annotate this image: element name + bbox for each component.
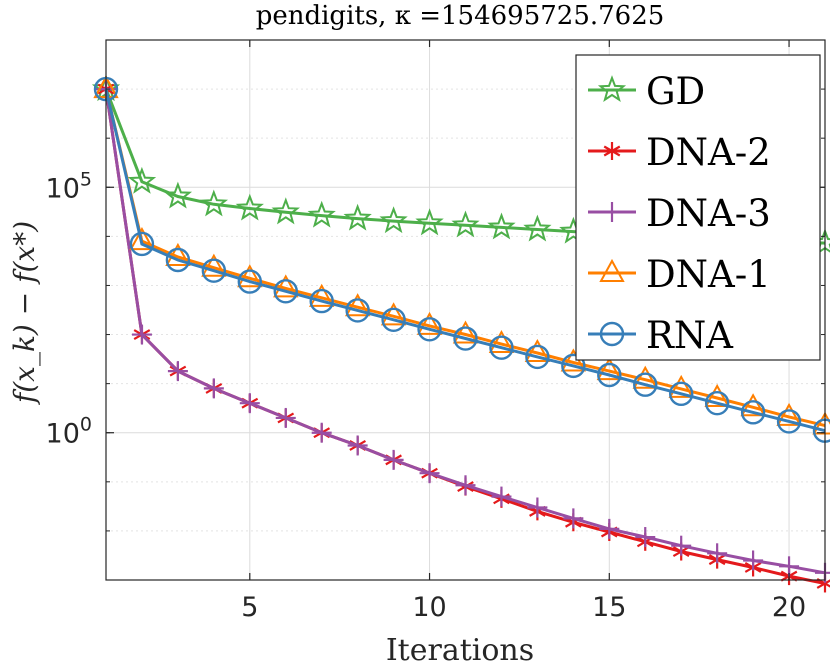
data-point: [632, 365, 658, 389]
data-point: [237, 264, 263, 288]
data-point: [381, 307, 406, 332]
data-point: [237, 269, 263, 294]
data-point: [201, 253, 227, 277]
data-point: [165, 247, 191, 273]
data-point: [524, 338, 551, 363]
legend-label: DNA-2: [646, 131, 771, 174]
legend-marker: [597, 75, 627, 103]
data-point: [383, 449, 404, 470]
data-point: [311, 422, 332, 443]
data-point: [599, 518, 620, 539]
data-point: [419, 463, 440, 484]
data-point: [635, 527, 656, 548]
data-point: [563, 508, 584, 529]
data-point: [740, 400, 766, 425]
data-point: [704, 383, 730, 407]
legend-box: [575, 54, 821, 361]
data-point: [451, 210, 480, 238]
data-point: [129, 231, 155, 257]
legend-marker: [599, 258, 625, 282]
data-point: [416, 311, 443, 335]
data-point: [488, 329, 515, 354]
data-point: [167, 361, 188, 382]
data-point: [596, 357, 622, 381]
chart-title: pendigits, κ =154695725.7625: [256, 1, 665, 31]
data-point: [561, 353, 586, 379]
data-point: [271, 197, 300, 225]
legend-entry-rna: RNA: [588, 314, 734, 357]
data-point: [165, 242, 191, 266]
legend: GD DNA-2 DNA-3 DNA-1 RNA: [575, 54, 821, 361]
data-point: [707, 543, 728, 564]
x-tick-label: 20: [772, 592, 806, 623]
data-point: [417, 317, 442, 342]
legend-label: RNA: [646, 314, 734, 357]
data-point: [131, 324, 152, 345]
data-point: [380, 302, 407, 326]
data-point: [779, 556, 800, 577]
data-point: [633, 372, 658, 397]
data-point: [309, 283, 335, 307]
data-point: [704, 390, 730, 416]
data-point: [129, 227, 155, 251]
axis-ticks: 5 10 15 20 100 105: [46, 39, 825, 623]
data-point: [347, 435, 368, 456]
legend-marker: [603, 142, 621, 160]
axes-box: [105, 39, 826, 581]
data-point: [489, 335, 514, 360]
series-line: [104, 88, 826, 433]
x-tick-label: 5: [241, 592, 258, 623]
data-point: [491, 486, 512, 507]
data-point: [743, 550, 764, 571]
x-tick-label: 10: [412, 592, 446, 623]
legend-marker: [602, 202, 622, 222]
y-axis-label: f(x_k) − f(x*): [8, 221, 41, 405]
legend-entry-gd: GD: [588, 70, 705, 113]
data-point: [487, 212, 516, 240]
data-point: [273, 274, 299, 298]
legend-entry-dna-1: DNA-1: [588, 253, 771, 296]
data-point: [163, 181, 193, 209]
data-point: [201, 258, 227, 283]
data-point: [275, 407, 296, 428]
legend-marker: [599, 321, 625, 347]
x-axis-label: Iterations: [386, 633, 534, 664]
data-point: [669, 381, 694, 407]
data-point: [345, 298, 370, 323]
data-point: [203, 378, 224, 399]
y-tick-label: 105: [46, 168, 92, 204]
series-rna: [93, 76, 830, 443]
data-point: [199, 189, 229, 217]
legend-label: GD: [646, 70, 705, 113]
data-point: [235, 193, 264, 221]
data-point: [453, 326, 478, 351]
data-point: [344, 293, 371, 317]
data-point: [740, 393, 766, 417]
x-tick-label: 15: [592, 592, 626, 623]
data-point: [307, 200, 336, 228]
data-point: [309, 288, 334, 314]
data-point: [379, 206, 408, 234]
legend-entry-dna-3: DNA-3: [588, 192, 771, 235]
legend-entry-dna-2: DNA-2: [588, 131, 771, 174]
data-point: [239, 393, 260, 414]
data-point: [597, 362, 622, 388]
data-point: [343, 203, 372, 231]
data-point: [668, 374, 694, 398]
data-point: [415, 208, 444, 236]
data-point: [671, 535, 692, 556]
data-point: [273, 279, 298, 304]
y-tick-label: 100: [46, 414, 92, 450]
legend-label: DNA-3: [646, 192, 771, 235]
data-point: [523, 214, 552, 242]
data-point: [525, 344, 550, 370]
data-point: [776, 402, 802, 426]
data-point: [527, 497, 548, 518]
data-point: [776, 409, 802, 434]
data-point: [452, 320, 479, 344]
data-point: [455, 475, 476, 496]
legend-label: DNA-1: [646, 253, 771, 296]
data-point: [127, 166, 157, 194]
